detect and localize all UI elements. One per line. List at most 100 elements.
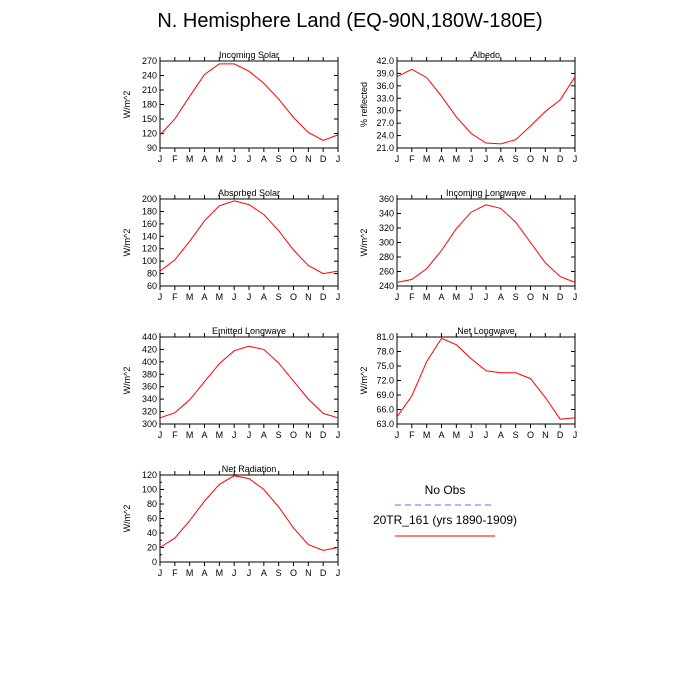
y-tick-label: 30.0: [376, 106, 394, 116]
y-tick-label: 300: [379, 238, 394, 248]
y-tick-label: 140: [142, 231, 157, 241]
x-tick-label: A: [498, 154, 504, 164]
y-tick-label: 60: [147, 514, 157, 524]
x-tick-label: M: [216, 430, 224, 440]
y-tick-label: 39.0: [376, 68, 394, 78]
x-tick-label: J: [247, 568, 252, 578]
x-tick-label: F: [172, 154, 178, 164]
y-tick-label: 80: [147, 269, 157, 279]
x-tick-label: A: [498, 430, 504, 440]
x-tick-label: J: [232, 568, 237, 578]
plot-frame: [159, 474, 339, 563]
y-tick-label: 90: [147, 143, 157, 153]
y-tick-label: 27.0: [376, 118, 394, 128]
x-tick-label: N: [542, 154, 549, 164]
y-axis-label: W/m^2: [359, 367, 369, 395]
y-tick-label: 150: [142, 114, 157, 124]
panel-title: Incoming Solar: [219, 50, 279, 60]
panel-emitted-longwave: Emitted Longwave W/m^2 300 320 340 360 380 400 4…: [122, 326, 340, 440]
y-tick-label: 120: [142, 470, 157, 480]
x-tick-label: S: [513, 292, 519, 302]
plot-frame: [159, 60, 339, 149]
series-line-model: [159, 200, 339, 275]
x-tick-label: F: [409, 292, 415, 302]
y-tick-label: 120: [142, 244, 157, 254]
y-tick-label: 160: [142, 219, 157, 229]
panel-absorbed-solar: Absorbed Solar W/m^2 60 80 100 120 140 160 180 20…: [122, 188, 340, 302]
y-axis-label: W/m^2: [359, 229, 369, 257]
panel-albedo: Albedo % reflected 21.0 24.0 27.0 30.0 33.0 36.…: [359, 50, 577, 164]
y-tick-label: 210: [142, 85, 157, 95]
y-tick-label: 320: [142, 407, 157, 417]
y-axis-label: W/m^2: [122, 91, 132, 119]
x-tick-label: S: [276, 154, 282, 164]
x-tick-label: M: [186, 292, 194, 302]
x-tick-label: O: [290, 292, 297, 302]
y-tick-label: 360: [379, 194, 394, 204]
x-tick-label: J: [158, 430, 163, 440]
y-tick-label: 80: [147, 499, 157, 509]
y-tick-label: 72.0: [376, 376, 394, 386]
plot-frame: [396, 336, 576, 425]
x-tick-label: D: [557, 154, 564, 164]
x-tick-label: A: [438, 430, 444, 440]
series-line-model: [159, 475, 339, 551]
y-tick-label: 260: [379, 267, 394, 277]
x-tick-label: N: [305, 430, 312, 440]
y-tick-label: 400: [142, 357, 157, 367]
x-tick-label: J: [232, 430, 237, 440]
y-tick-label: 21.0: [376, 143, 394, 153]
x-tick-label: M: [453, 430, 461, 440]
y-tick-label: 200: [142, 194, 157, 204]
x-tick-label: N: [305, 154, 312, 164]
y-tick-label: 78.0: [376, 347, 394, 357]
y-axis-label: W/m^2: [122, 367, 132, 395]
y-tick-label: 100: [142, 485, 157, 495]
x-tick-label: J: [469, 292, 474, 302]
series-line-model: [159, 345, 339, 419]
x-tick-label: F: [172, 568, 178, 578]
x-tick-label: O: [290, 154, 297, 164]
x-tick-label: F: [172, 430, 178, 440]
x-tick-label: F: [409, 154, 415, 164]
x-tick-label: F: [172, 292, 178, 302]
y-tick-label: 320: [379, 223, 394, 233]
x-tick-label: J: [158, 154, 163, 164]
y-tick-label: 63.0: [376, 419, 394, 429]
x-tick-label: J: [469, 430, 474, 440]
x-tick-label: J: [336, 430, 341, 440]
x-tick-label: F: [409, 430, 415, 440]
x-tick-label: O: [290, 430, 297, 440]
x-tick-label: A: [438, 154, 444, 164]
x-tick-label: N: [305, 568, 312, 578]
x-tick-label: J: [573, 154, 578, 164]
y-tick-label: 60: [147, 281, 157, 291]
x-tick-label: J: [158, 568, 163, 578]
y-tick-label: 240: [379, 281, 394, 291]
x-tick-label: O: [527, 154, 534, 164]
x-tick-label: S: [276, 292, 282, 302]
x-tick-label: S: [276, 568, 282, 578]
x-tick-label: J: [484, 154, 489, 164]
series-line-model: [396, 204, 576, 283]
x-tick-label: A: [261, 430, 267, 440]
x-tick-label: M: [423, 292, 431, 302]
x-tick-label: J: [247, 154, 252, 164]
x-tick-label: D: [320, 292, 327, 302]
y-tick-label: 270: [142, 56, 157, 66]
x-tick-label: A: [261, 154, 267, 164]
x-tick-label: S: [513, 430, 519, 440]
x-tick-label: O: [290, 568, 297, 578]
x-tick-label: M: [216, 292, 224, 302]
x-tick-label: A: [201, 292, 207, 302]
x-tick-label: A: [201, 568, 207, 578]
y-tick-label: 69.0: [376, 390, 394, 400]
panel-title: Net Longwave: [457, 326, 515, 336]
x-tick-label: M: [216, 154, 224, 164]
x-tick-label: M: [453, 292, 461, 302]
y-tick-label: 120: [142, 129, 157, 139]
x-tick-label: D: [320, 568, 327, 578]
x-tick-label: A: [498, 292, 504, 302]
y-tick-label: 20: [147, 543, 157, 553]
x-tick-label: J: [395, 430, 400, 440]
